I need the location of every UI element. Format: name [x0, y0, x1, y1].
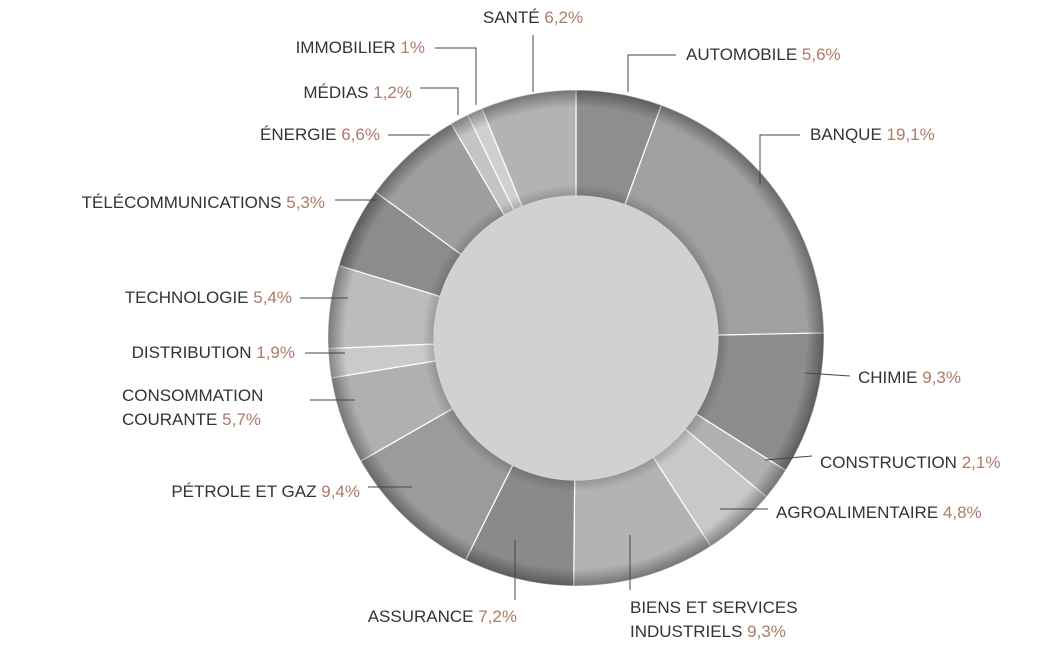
leader-line [759, 134, 800, 185]
value-label: 4,8% [942, 503, 982, 522]
value-label: 1,2% [373, 83, 412, 102]
slice-label: PÉTROLE ET GAZ 9,4% [171, 480, 360, 504]
slice-label: TECHNOLOGIE 5,4% [125, 286, 292, 310]
category-name: ASSURANCE [367, 607, 474, 626]
category-name: BIENS ET SERVICES INDUSTRIELS [630, 598, 798, 641]
category-name: DISTRIBUTION [131, 343, 252, 362]
slice-label: CHIMIE 9,3% [858, 366, 961, 390]
slice-label: BIENS ET SERVICES INDUSTRIELS 9,3% [630, 596, 870, 644]
leader-line [764, 455, 813, 461]
value-label: 5,3% [286, 193, 325, 212]
value-label: 19,1% [886, 125, 935, 144]
value-label: 6,2% [544, 8, 584, 27]
value-label: 1% [400, 38, 425, 57]
value-label: 5,7% [222, 410, 261, 429]
value-label: 7,2% [478, 607, 517, 626]
slice-label: ASSURANCE 7,2% [368, 605, 517, 629]
value-label: 5,6% [801, 45, 841, 64]
value-label: 9,4% [321, 482, 360, 501]
category-name: CHIMIE [858, 368, 918, 387]
slice-label: ÉNERGIE 6,6% [260, 123, 380, 147]
category-name: TÉLÉCOMMUNICATIONS [81, 193, 282, 212]
category-name: AGROALIMENTAIRE [776, 503, 939, 522]
leader-line [420, 87, 459, 115]
category-name: CONSOMMATION COURANTE [122, 386, 264, 429]
slice-label: TÉLÉCOMMUNICATIONS 5,3% [82, 191, 325, 215]
slice-label: AGROALIMENTAIRE 4,8% [776, 501, 982, 525]
leader-line [804, 372, 851, 377]
value-label: 1,9% [256, 343, 295, 362]
slice-label: CONSOMMATION COURANTE 5,7% [122, 384, 312, 432]
slice-label: DISTRIBUTION 1,9% [132, 341, 295, 365]
slice [624, 104, 825, 336]
slice-label: SANTÉ 6,2% [483, 6, 583, 30]
value-label: 9,3% [922, 368, 961, 387]
value-label: 9,3% [747, 622, 786, 641]
category-name: MÉDIAS [303, 83, 369, 102]
category-name: TECHNOLOGIE [124, 288, 249, 307]
category-name: CONSTRUCTION [820, 453, 957, 472]
value-label: 2,1% [961, 453, 1001, 472]
category-name: IMMOBILIER [295, 38, 396, 57]
leader-line [627, 54, 676, 92]
value-label: 6,6% [341, 125, 380, 144]
value-label: 5,4% [253, 288, 292, 307]
slice-label: IMMOBILIER 1% [296, 36, 425, 60]
leader-line [435, 47, 477, 105]
slice-label: AUTOMOBILE 5,6% [686, 43, 841, 67]
slice-label: BANQUE 19,1% [810, 123, 935, 147]
category-name: ÉNERGIE [259, 125, 337, 144]
slice-label: CONSTRUCTION 2,1% [820, 451, 1000, 475]
category-name: AUTOMOBILE [686, 45, 798, 64]
category-name: SANTÉ [482, 8, 540, 27]
category-name: BANQUE [810, 125, 882, 144]
slice-label: MÉDIAS 1,2% [303, 81, 412, 105]
category-name: PÉTROLE ET GAZ [171, 482, 317, 501]
